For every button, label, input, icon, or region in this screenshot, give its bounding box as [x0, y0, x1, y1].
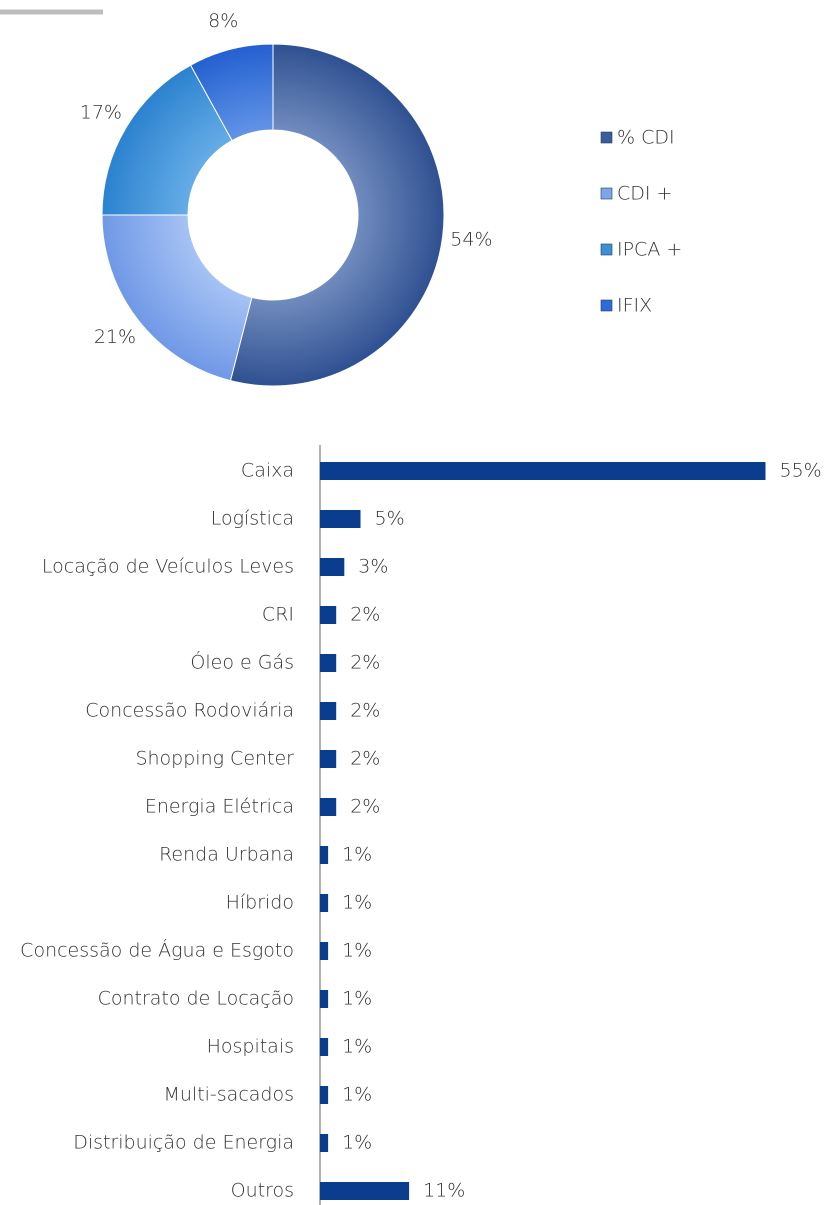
value-label: 1% — [342, 1132, 372, 1154]
bar — [320, 750, 337, 768]
legend-swatch — [600, 243, 613, 256]
value-label: 3% — [358, 556, 388, 578]
slice-label: 8% — [208, 10, 238, 32]
bar — [320, 606, 337, 624]
category-label: Locação de Veículos Leves — [42, 556, 294, 578]
bar — [320, 462, 766, 480]
category-label: Energia Elétrica — [145, 796, 294, 818]
value-label: 55% — [780, 460, 822, 482]
value-label: 2% — [350, 604, 380, 626]
bar — [320, 702, 337, 720]
bar — [320, 558, 345, 576]
value-label: 1% — [342, 1036, 372, 1058]
bar — [320, 798, 337, 816]
slice-label: 21% — [94, 326, 136, 348]
category-label: Multi-sacados — [163, 1084, 294, 1106]
category-label: Renda Urbana — [159, 844, 294, 866]
category-label: Concessão Rodoviária — [85, 700, 294, 722]
value-label: 11% — [423, 1180, 465, 1202]
category-label: Distribuição de Energia — [73, 1132, 294, 1154]
bar — [320, 510, 361, 528]
legend-swatch — [600, 299, 613, 312]
category-label: Hospitais — [207, 1036, 294, 1058]
legend-swatch — [600, 187, 613, 200]
value-label: 2% — [350, 700, 380, 722]
legend-label: IPCA + — [617, 239, 682, 261]
bar — [320, 1134, 329, 1152]
bar — [320, 846, 329, 864]
category-label: Shopping Center — [135, 748, 294, 770]
legend-swatch — [600, 131, 613, 144]
legend-label: % CDI — [617, 127, 675, 149]
slice-label: 17% — [80, 102, 122, 124]
value-label: 1% — [342, 892, 372, 914]
bar — [320, 1086, 329, 1104]
value-label: 2% — [350, 652, 380, 674]
donut-slice — [101, 214, 253, 382]
value-label: 1% — [342, 988, 372, 1010]
slice-label: 54% — [450, 229, 492, 251]
bar — [320, 654, 337, 672]
bar — [320, 1182, 410, 1200]
value-label: 1% — [342, 844, 372, 866]
value-label: 1% — [342, 1084, 372, 1106]
category-label: Híbrido — [226, 892, 294, 914]
value-label: 5% — [375, 508, 405, 530]
category-label: Outros — [231, 1180, 294, 1202]
category-label: Caixa — [241, 460, 294, 482]
category-label: Logística — [211, 508, 294, 530]
category-label: Contrato de Locação — [98, 988, 294, 1010]
bar — [320, 942, 329, 960]
bar — [320, 894, 329, 912]
legend-label: IFIX — [617, 295, 652, 317]
bar — [320, 990, 329, 1008]
category-label: Concessão de Água e Esgoto — [20, 939, 294, 962]
category-label: CRI — [262, 604, 294, 626]
value-label: 2% — [350, 796, 380, 818]
value-label: 1% — [342, 940, 372, 962]
value-label: 2% — [350, 748, 380, 770]
donut-slice — [229, 43, 445, 387]
donut-slice — [189, 43, 274, 142]
donut-slice — [101, 64, 233, 216]
category-label: Óleo e Gás — [190, 650, 294, 674]
legend-label: CDI + — [617, 183, 672, 205]
bar — [320, 1038, 329, 1056]
